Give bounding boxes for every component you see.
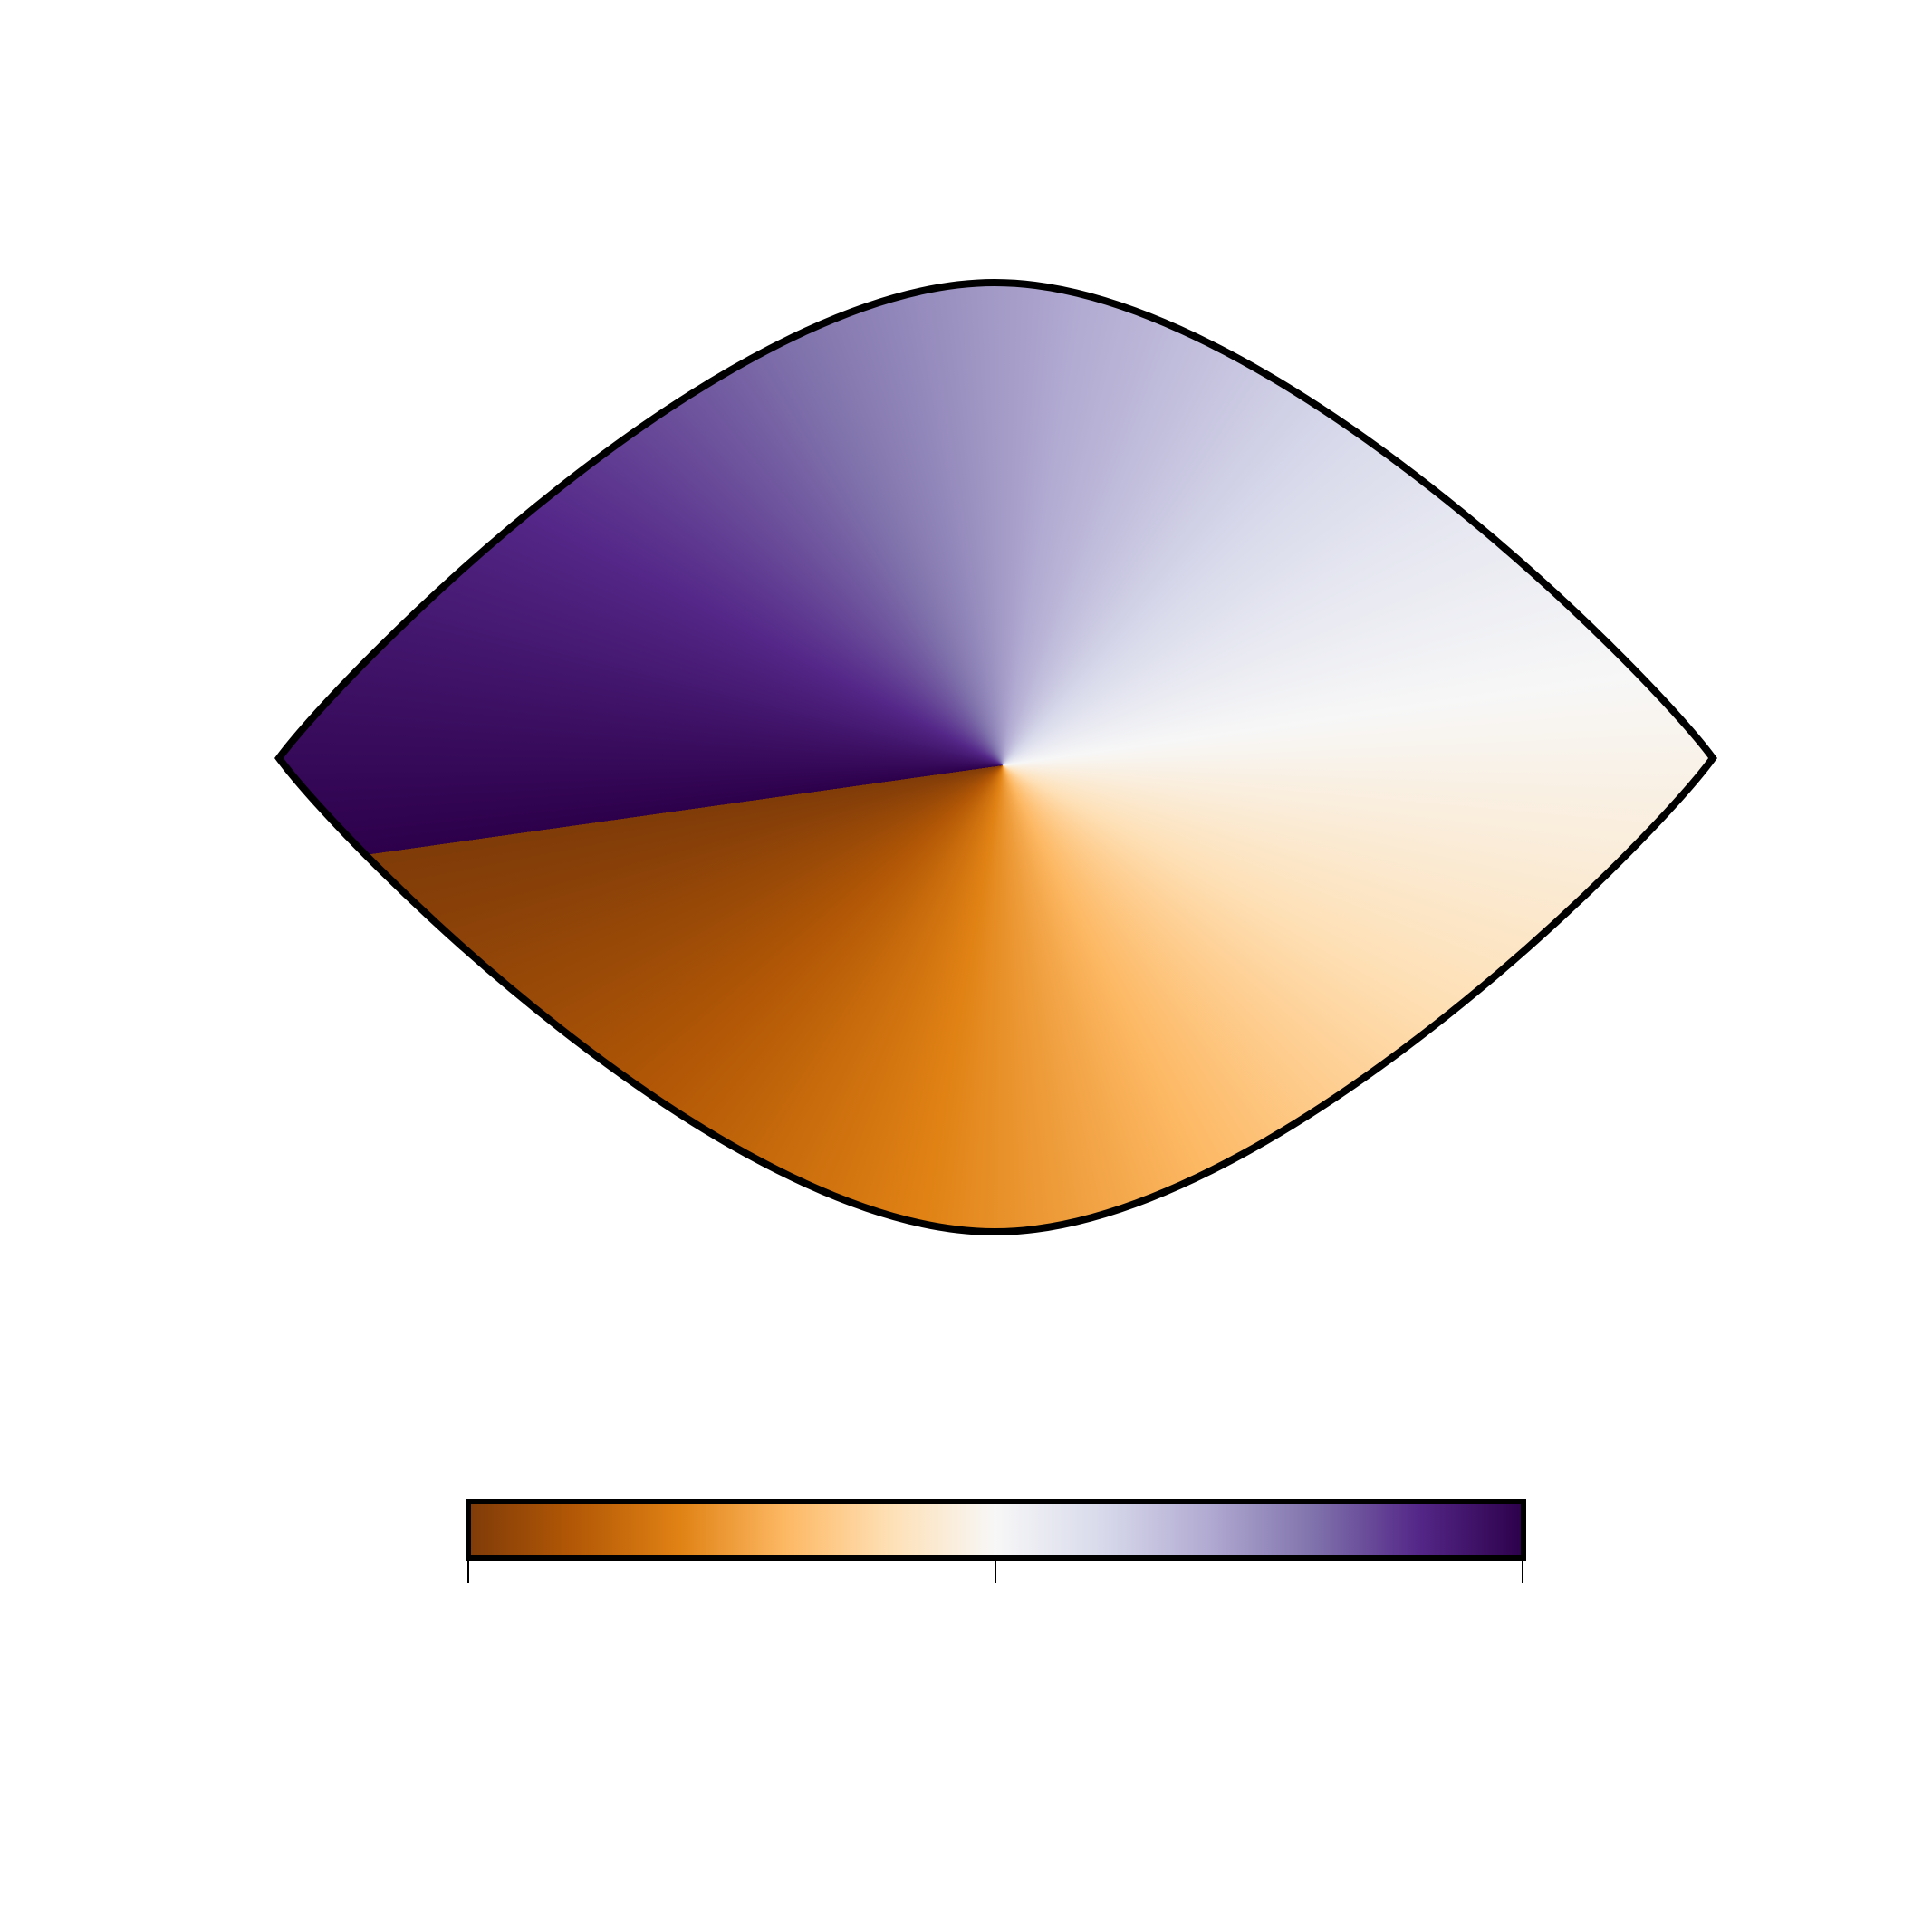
field-fill — [279, 283, 1713, 1232]
colorbar — [466, 1499, 1526, 1561]
lens-outline — [274, 278, 1717, 1236]
field — [279, 283, 1713, 1232]
